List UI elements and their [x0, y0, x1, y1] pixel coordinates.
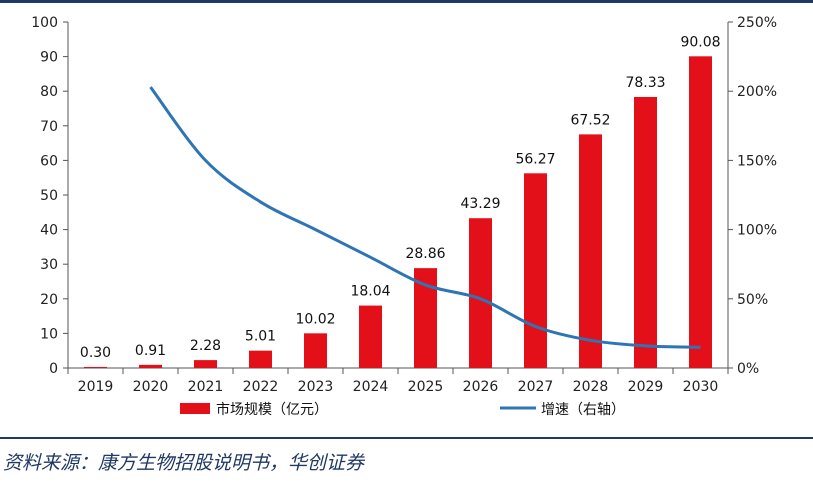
- bar-value-label: 0.30: [80, 345, 111, 361]
- bar: [579, 134, 602, 368]
- x-tick-label: 2024: [353, 379, 389, 395]
- right-y-tick-label: 50%: [737, 292, 768, 308]
- x-tick-label: 2019: [78, 379, 114, 395]
- bar: [194, 360, 217, 368]
- bar: [469, 218, 492, 368]
- growth-line: [149, 86, 701, 349]
- bar: [84, 366, 107, 368]
- left-y-tick-label: 30: [40, 257, 58, 273]
- growth-line-series: [149, 86, 701, 349]
- x-tick-label: 2030: [683, 379, 719, 395]
- left-y-tick-label: 0: [49, 361, 58, 377]
- x-tick-label: 2021: [188, 379, 224, 395]
- legend-bar-swatch: [180, 403, 210, 414]
- bar-value-label: 43.29: [460, 196, 500, 212]
- bar-value-label: 10.02: [295, 311, 335, 327]
- x-tick-label: 2026: [463, 379, 499, 395]
- x-tick-label: 2029: [628, 379, 664, 395]
- right-y-tick-label: 200%: [737, 84, 777, 100]
- left-y-tick-label: 20: [40, 292, 58, 308]
- legend: 市场规模（亿元） 增速（右轴）: [180, 401, 625, 418]
- bar: [359, 305, 382, 368]
- x-tick-label: 2025: [408, 379, 444, 395]
- chart: 01020304050607080901000%50%100%150%200%2…: [31, 15, 777, 418]
- bottom-rule: [0, 437, 813, 439]
- bar: [249, 350, 272, 368]
- bar: [304, 333, 327, 368]
- bar-value-label: 90.08: [680, 34, 720, 50]
- left-y-tick-label: 10: [40, 326, 58, 342]
- left-y-tick-label: 80: [40, 84, 58, 100]
- bar-value-label: 0.91: [135, 343, 166, 359]
- bar-data-labels: 0.30 0.91 2.28 5.01 10.02 18.04 28.86 43.29 56.2…: [80, 34, 721, 361]
- bar-value-label: 67.52: [570, 112, 610, 128]
- left-y-tick-label: 50: [40, 188, 58, 204]
- bar: [689, 56, 712, 368]
- source-note: 资料来源：康方生物招股说明书，华创证券: [3, 452, 365, 474]
- left-y-tick-label: 100: [31, 15, 58, 31]
- left-y-tick-label: 60: [40, 153, 58, 169]
- bar-value-label: 2.28: [190, 338, 221, 354]
- right-y-tick-label: 0%: [737, 361, 759, 377]
- bar-series: [84, 56, 712, 368]
- bar-value-label: 56.27: [515, 151, 555, 167]
- legend-bar-label: 市场规模（亿元）: [216, 401, 328, 418]
- left-y-tick-label: 40: [40, 223, 58, 239]
- top-rule: [0, 0, 813, 3]
- bar: [634, 96, 657, 368]
- right-y-tick-label: 150%: [737, 153, 777, 169]
- x-tick-label: 2022: [243, 379, 279, 395]
- bar: [139, 364, 162, 368]
- left-y-tick-label: 70: [40, 119, 58, 135]
- chart-axes: 01020304050607080901000%50%100%150%200%2…: [31, 15, 777, 395]
- right-y-tick-label: 250%: [737, 15, 777, 31]
- left-y-tick-label: 90: [40, 50, 58, 66]
- bar-value-label: 5.01: [245, 329, 276, 345]
- bar-value-label: 78.33: [625, 75, 665, 91]
- x-tick-label: 2028: [573, 379, 609, 395]
- bar-value-label: 28.86: [405, 246, 445, 262]
- bar: [414, 268, 437, 368]
- legend-line-label: 增速（右轴）: [541, 402, 625, 418]
- x-tick-label: 2027: [518, 379, 554, 395]
- bar-value-label: 18.04: [350, 284, 390, 300]
- right-y-tick-label: 100%: [737, 223, 777, 239]
- bar: [524, 173, 547, 368]
- x-tick-label: 2023: [298, 379, 334, 395]
- x-tick-label: 2020: [133, 379, 169, 395]
